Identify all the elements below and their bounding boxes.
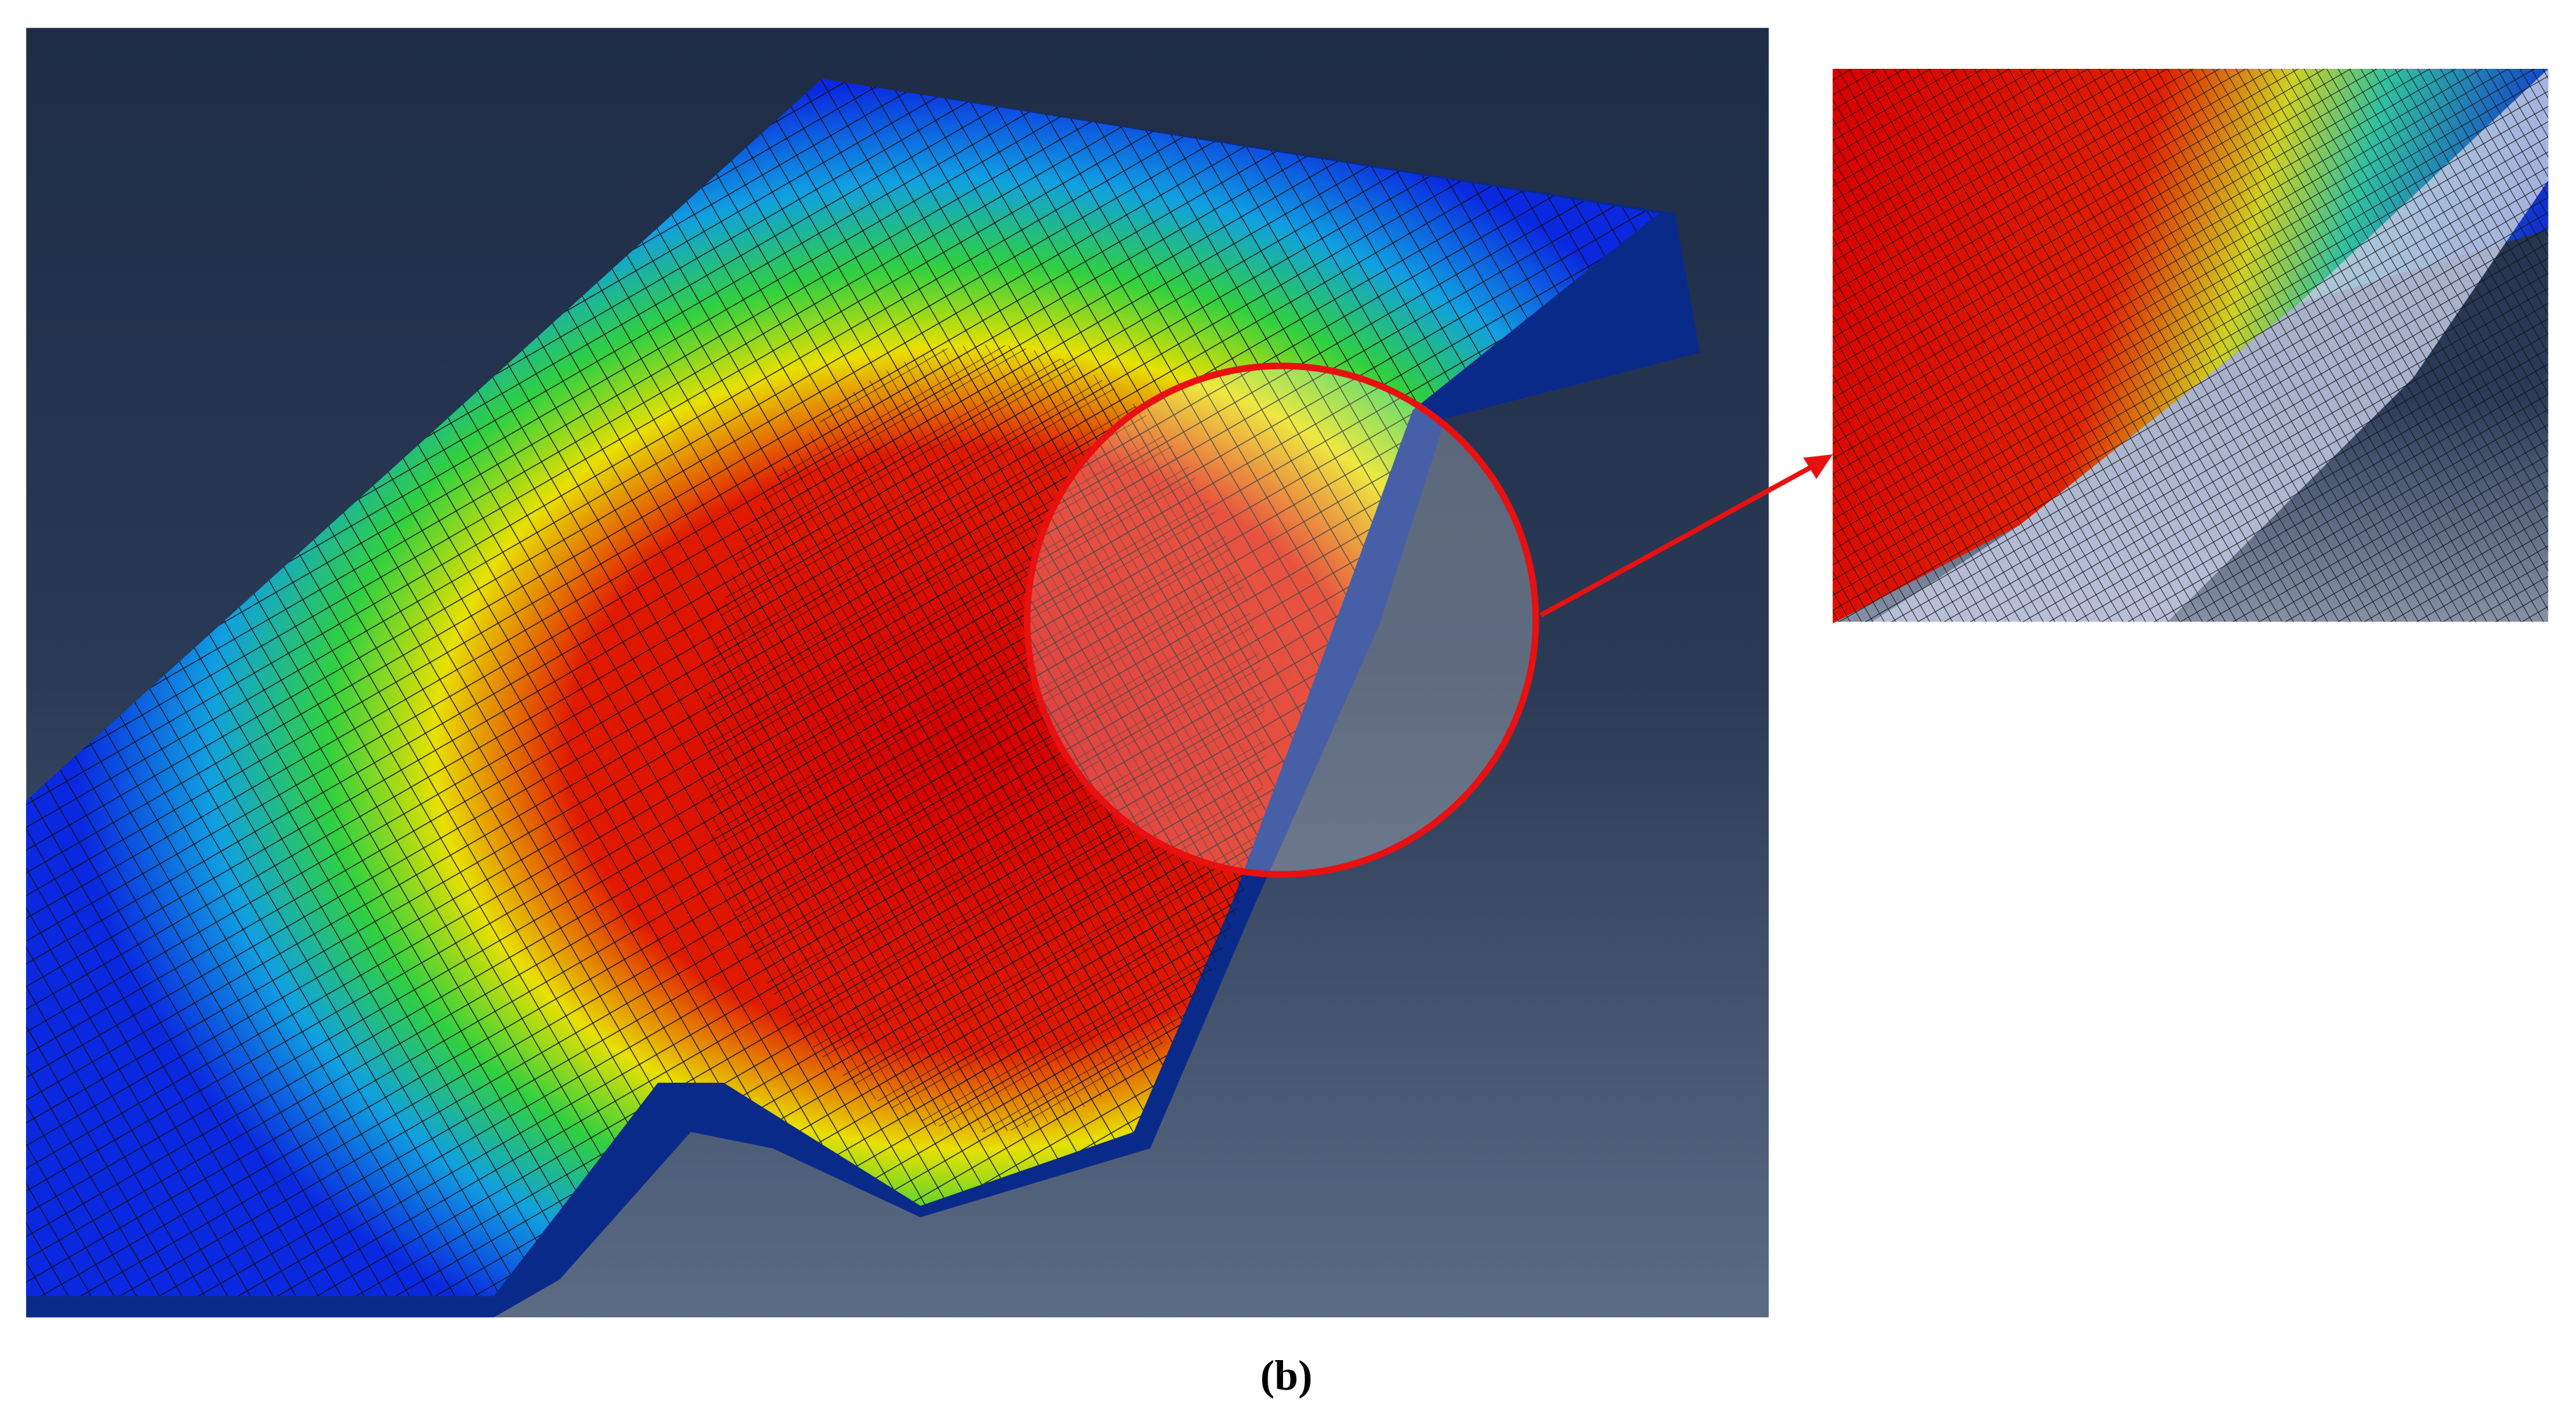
caption: (b) <box>1261 1352 1313 1399</box>
fine-mesh <box>707 344 1266 1133</box>
deformed-plate <box>26 79 1700 1318</box>
zoom-arrow <box>1539 462 1818 618</box>
zoom-circle <box>1023 362 1539 878</box>
arrow-head <box>1803 454 1833 480</box>
zoom-inset <box>1832 69 2549 624</box>
inset-mesh <box>1832 69 2549 622</box>
